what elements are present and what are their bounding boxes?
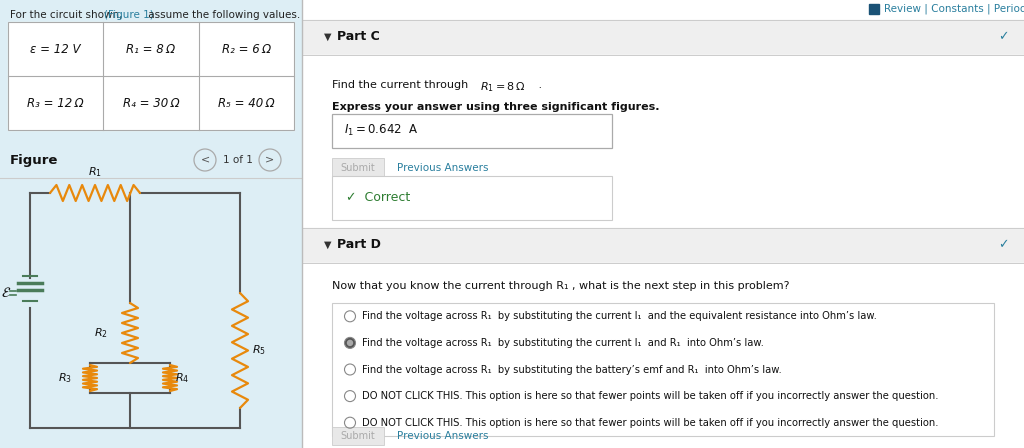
- Text: $R_5$: $R_5$: [252, 344, 266, 358]
- Text: Find the voltage across R₁  by substituting the battery’s emf and R₁  into Ohm’s: Find the voltage across R₁ by substituti…: [362, 365, 781, 375]
- Bar: [8, 22, 294, 130]
- Text: R₃ = 12 Ω: R₃ = 12 Ω: [28, 96, 84, 109]
- Text: Submit: Submit: [341, 163, 376, 173]
- Text: $R_3$: $R_3$: [58, 371, 72, 385]
- Text: $R_1$: $R_1$: [88, 165, 102, 179]
- FancyBboxPatch shape: [332, 158, 384, 178]
- Text: R₂ = 6 Ω: R₂ = 6 Ω: [222, 43, 271, 56]
- Text: ▼: ▼: [324, 31, 332, 42]
- Text: R₁ = 8 Ω: R₁ = 8 Ω: [126, 43, 175, 56]
- Text: Previous Answers: Previous Answers: [397, 431, 488, 441]
- Text: Part D: Part D: [337, 238, 381, 251]
- Circle shape: [347, 340, 352, 345]
- Text: Submit: Submit: [341, 431, 376, 441]
- Text: .: .: [535, 80, 542, 90]
- Text: ✓: ✓: [998, 238, 1009, 251]
- Circle shape: [344, 337, 355, 349]
- FancyBboxPatch shape: [332, 176, 612, 220]
- Text: ▼: ▼: [324, 240, 332, 250]
- Text: assume the following values.: assume the following values.: [145, 10, 301, 20]
- Text: Part C: Part C: [337, 30, 380, 43]
- FancyBboxPatch shape: [332, 427, 384, 445]
- Text: >: >: [265, 155, 274, 164]
- Text: $R_1 = 8\,\Omega$: $R_1 = 8\,\Omega$: [480, 80, 525, 94]
- Bar: [302, 263, 1024, 448]
- FancyBboxPatch shape: [332, 303, 994, 436]
- Bar: [302, 20, 1024, 55]
- Text: For the circuit shown,: For the circuit shown,: [10, 10, 126, 20]
- Text: Find the voltage across R₁  by substituting the current I₁  and R₁  into Ohm’s l: Find the voltage across R₁ by substituti…: [362, 338, 764, 348]
- Bar: [8, 22, 294, 130]
- FancyBboxPatch shape: [332, 114, 612, 148]
- Text: $I_1 = 0.642$  A: $I_1 = 0.642$ A: [344, 122, 419, 138]
- Text: Now that you know the current through R₁ , what is the next step in this problem: Now that you know the current through R₁…: [332, 281, 790, 291]
- Text: $R_4$: $R_4$: [175, 371, 189, 385]
- Text: Express your answer using three significant figures.: Express your answer using three signific…: [332, 102, 659, 112]
- Text: ε = 12 V: ε = 12 V: [31, 43, 81, 56]
- Text: ✓  Correct: ✓ Correct: [346, 190, 411, 203]
- Text: $\mathcal{E}$: $\mathcal{E}$: [1, 286, 11, 300]
- Text: Review | Constants | Periodic Table: Review | Constants | Periodic Table: [884, 4, 1024, 14]
- Text: DO NOT CLICK THIS. This option is here so that fewer points will be taken off if: DO NOT CLICK THIS. This option is here s…: [362, 391, 939, 401]
- Bar: [302, 228, 1024, 263]
- Text: $R_2$: $R_2$: [94, 326, 108, 340]
- Text: 1 of 1: 1 of 1: [222, 155, 253, 165]
- Bar: [869, 4, 879, 14]
- Bar: [302, 55, 1024, 228]
- Text: ✓: ✓: [998, 30, 1009, 43]
- Text: (Figure 1): (Figure 1): [104, 10, 154, 20]
- Text: R₄ = 30 Ω: R₄ = 30 Ω: [123, 96, 179, 109]
- Text: Find the voltage across R₁  by substituting the current I₁  and the equivalent r: Find the voltage across R₁ by substituti…: [362, 311, 877, 321]
- Text: Find the current through: Find the current through: [332, 80, 472, 90]
- Text: R₅ = 40 Ω: R₅ = 40 Ω: [218, 96, 274, 109]
- Text: <: <: [201, 155, 210, 164]
- Text: Previous Answers: Previous Answers: [397, 163, 488, 173]
- Text: Figure: Figure: [10, 154, 58, 167]
- Text: DO NOT CLICK THIS. This option is here so that fewer points will be taken off if: DO NOT CLICK THIS. This option is here s…: [362, 418, 939, 428]
